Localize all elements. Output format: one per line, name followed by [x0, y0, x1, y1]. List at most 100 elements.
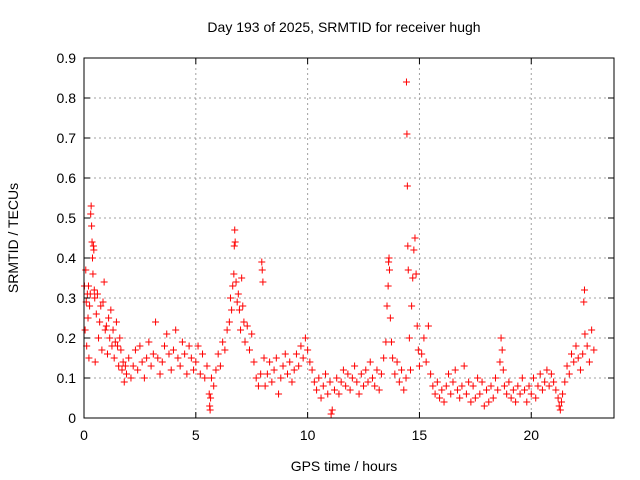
- data-point: [245, 346, 253, 354]
- data-point: [223, 326, 231, 334]
- data-point: [400, 386, 408, 394]
- data-point: [405, 334, 413, 342]
- data-point: [420, 334, 428, 342]
- data-point: [500, 382, 508, 390]
- data-point: [216, 362, 224, 370]
- data-point: [476, 390, 484, 398]
- data-point: [118, 366, 126, 374]
- data-point: [403, 182, 411, 190]
- data-point: [496, 358, 504, 366]
- data-point: [181, 350, 189, 358]
- data-point: [261, 382, 269, 390]
- data-point: [226, 294, 234, 302]
- data-point: [491, 374, 499, 382]
- y-tick-label: 0.2: [57, 330, 77, 346]
- chart-title: Day 193 of 2025, SRMTID for receiver hug…: [207, 19, 480, 35]
- data-point: [429, 382, 437, 390]
- data-point: [335, 390, 343, 398]
- data-point: [90, 246, 98, 254]
- data-point: [277, 374, 285, 382]
- data-point: [241, 338, 249, 346]
- data-point: [290, 366, 298, 374]
- data-point: [92, 310, 100, 318]
- data-point: [88, 238, 96, 246]
- data-point: [406, 366, 414, 374]
- data-point: [449, 378, 457, 386]
- data-point: [230, 270, 238, 278]
- y-tick-label: 0.6: [57, 170, 77, 186]
- data-point: [554, 394, 562, 402]
- data-point: [402, 78, 410, 86]
- data-point: [487, 382, 495, 390]
- data-point: [185, 342, 193, 350]
- data-point: [299, 354, 307, 362]
- data-point: [292, 350, 300, 358]
- data-point: [315, 374, 323, 382]
- data-point: [467, 398, 475, 406]
- data-point: [412, 270, 420, 278]
- data-point: [403, 130, 411, 138]
- data-point: [304, 346, 312, 354]
- data-point: [116, 334, 124, 342]
- data-point: [96, 318, 104, 326]
- data-point: [248, 330, 256, 338]
- data-point: [391, 370, 399, 378]
- data-point: [489, 394, 497, 402]
- data-point: [230, 242, 238, 250]
- data-point: [147, 362, 155, 370]
- data-point: [588, 326, 596, 334]
- data-point: [207, 394, 215, 402]
- x-tick-label: 0: [80, 427, 88, 443]
- data-point: [480, 402, 488, 410]
- data-point: [212, 366, 220, 374]
- grid: [84, 58, 614, 418]
- data-point: [404, 266, 412, 274]
- data-point: [568, 350, 576, 358]
- data-point: [228, 306, 236, 314]
- data-point: [234, 290, 242, 298]
- data-point: [398, 366, 406, 374]
- data-point: [125, 354, 133, 362]
- data-point: [532, 394, 540, 402]
- data-point: [131, 346, 139, 354]
- data-point: [512, 398, 520, 406]
- data-point: [263, 370, 271, 378]
- data-point: [445, 370, 453, 378]
- data-point: [339, 366, 347, 374]
- data-point: [383, 302, 391, 310]
- data-point: [106, 334, 114, 342]
- data-point: [301, 334, 309, 342]
- data-point: [552, 386, 560, 394]
- data-point: [275, 390, 283, 398]
- x-axis-title: GPS time / hours: [291, 458, 398, 474]
- data-point: [122, 370, 130, 378]
- data-point: [310, 378, 318, 386]
- data-point: [387, 338, 395, 346]
- data-point: [458, 382, 466, 390]
- data-point: [364, 378, 372, 386]
- data-point: [424, 322, 432, 330]
- data-point: [505, 378, 513, 386]
- data-point: [386, 314, 394, 322]
- data-point: [196, 370, 204, 378]
- data-point: [580, 286, 588, 294]
- data-point: [169, 346, 177, 354]
- data-point: [579, 350, 587, 358]
- data-point: [306, 358, 314, 366]
- data-point: [238, 274, 246, 282]
- data-point: [87, 202, 95, 210]
- data-point: [440, 398, 448, 406]
- data-point: [194, 342, 202, 350]
- data-point: [580, 298, 588, 306]
- data-point: [385, 254, 393, 262]
- data-point: [581, 330, 589, 338]
- data-point: [100, 278, 108, 286]
- data-point: [140, 374, 148, 382]
- data-point: [119, 358, 127, 366]
- data-point: [415, 362, 423, 370]
- data-point: [270, 366, 278, 374]
- data-point: [453, 386, 461, 394]
- data-point: [120, 378, 128, 386]
- data-point: [538, 386, 546, 394]
